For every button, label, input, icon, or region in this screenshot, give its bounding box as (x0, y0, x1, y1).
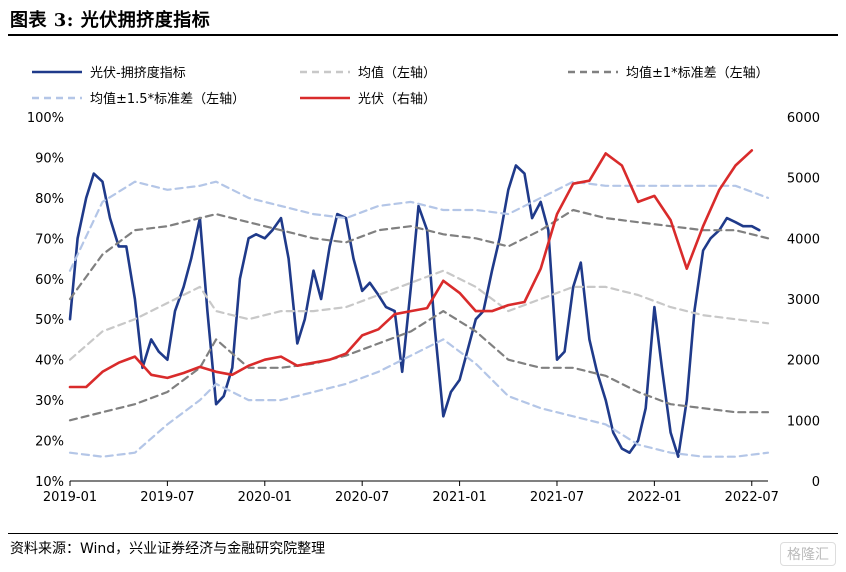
right-y-tick-label: 2000 (787, 354, 820, 369)
axes: 10% 20% 30% 40% 50% 60% 70% 80% 90% 100% 0 1000 2000… (27, 111, 820, 505)
right-y-tick-label: 0 (812, 475, 820, 490)
right-y-tick-label: 1000 (787, 414, 820, 429)
series-line-5 (68, 180, 770, 272)
series-line-0 (68, 164, 761, 458)
left-y-tick-label: 50% (35, 313, 64, 328)
left-y-tick-label: 60% (35, 273, 64, 288)
left-y-tick-label: 40% (35, 354, 64, 369)
series-line-2 (68, 310, 770, 422)
series-line-4 (68, 338, 770, 458)
series-line-3 (68, 208, 770, 301)
x-tick-label: 2021-01 (432, 490, 486, 505)
right-y-tick-label: 6000 (787, 111, 820, 126)
legend-label: 光伏（右轴） (358, 92, 436, 107)
right-y-tick-label: 4000 (787, 232, 820, 247)
legend-label: 均值（左轴） (358, 65, 436, 81)
x-tick-label: 2019-07 (140, 490, 194, 505)
x-tick-label: 2021-07 (530, 490, 584, 505)
series-line-6 (68, 149, 754, 389)
left-y-tick-label: 30% (35, 394, 64, 409)
legend-label: 均值±1.5*标准差（左轴） (90, 91, 245, 107)
figure-title: 图表 3: 光伏拥挤度指标 (10, 10, 211, 31)
left-y-tick-label: 100% (27, 111, 64, 126)
left-y-tick-label: 10% (35, 475, 64, 490)
x-tick-label: 2020-07 (335, 490, 389, 505)
title-rule (8, 34, 838, 36)
left-y-tick-label: 90% (35, 151, 64, 166)
series-group (68, 149, 770, 458)
x-tick-label: 2022-07 (725, 490, 779, 505)
left-y-tick-label: 70% (35, 232, 64, 247)
crowding-chart: 光伏-拥挤度指标 均值（左轴） 均值±1*标准差（左轴） 均值±1.5*标准差（左轴）… (27, 65, 820, 505)
x-tick-label: 2019-01 (43, 490, 97, 505)
watermark-logo: 格隆汇 (780, 542, 836, 566)
left-y-tick-label: 20% (35, 435, 64, 450)
right-y-tick-label: 5000 (787, 172, 820, 187)
x-tick-label: 2020-01 (238, 490, 292, 505)
legend-label: 光伏-拥挤度指标 (90, 65, 186, 81)
source-rule (8, 533, 838, 534)
left-y-tick-label: 80% (35, 192, 64, 207)
legend: 光伏-拥挤度指标 均值（左轴） 均值±1*标准差（左轴） 均值±1.5*标准差（左轴）… (32, 65, 769, 107)
series-line-1 (68, 269, 770, 361)
right-y-tick-label: 3000 (787, 293, 820, 308)
source-note: 资料来源：Wind，兴业证券经济与金融研究院整理 (10, 541, 326, 557)
x-tick-label: 2022-01 (627, 490, 681, 505)
legend-label: 均值±1*标准差（左轴） (626, 65, 769, 81)
